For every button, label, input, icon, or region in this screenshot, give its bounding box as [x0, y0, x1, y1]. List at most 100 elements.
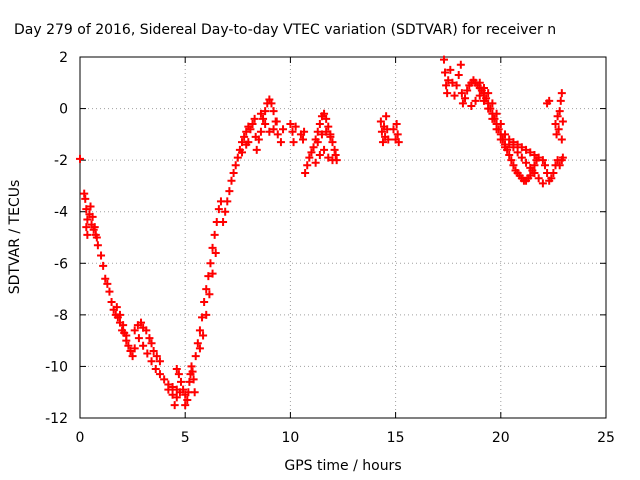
- data-point: [441, 68, 450, 77]
- data-point: [475, 91, 484, 100]
- data-point: [202, 285, 211, 294]
- data-point: [195, 326, 204, 335]
- data-point: [151, 365, 160, 374]
- data-point: [463, 86, 472, 95]
- y-tick-label: -2: [54, 153, 68, 169]
- data-point: [208, 243, 217, 252]
- data-point: [199, 331, 208, 340]
- data-point: [484, 89, 493, 98]
- data-point: [82, 223, 91, 232]
- x-tick-label: 0: [76, 430, 85, 446]
- data-point: [149, 346, 158, 355]
- data-point: [126, 346, 135, 355]
- y-tick-label: -4: [54, 205, 68, 221]
- data-point: [204, 272, 213, 281]
- data-point: [219, 218, 228, 227]
- data-point: [130, 326, 139, 335]
- data-point: [551, 120, 560, 129]
- data-point: [488, 114, 497, 123]
- data-point: [320, 109, 329, 118]
- data-point: [534, 153, 543, 162]
- data-point: [90, 223, 99, 232]
- data-point: [195, 344, 204, 353]
- data-point: [214, 205, 223, 214]
- data-point: [172, 365, 181, 374]
- data-point: [509, 161, 518, 170]
- data-point: [168, 383, 177, 392]
- data-point: [246, 125, 255, 134]
- data-point: [119, 321, 128, 330]
- data-point: [128, 352, 137, 361]
- data-point: [313, 138, 322, 147]
- chart-title: Day 279 of 2016, Sidereal Day-to-day VTE…: [14, 22, 556, 38]
- data-point: [300, 127, 309, 136]
- data-point: [303, 161, 312, 170]
- data-point: [384, 135, 393, 144]
- data-point: [189, 375, 198, 384]
- data-point: [288, 127, 297, 136]
- data-point: [137, 318, 146, 327]
- data-point: [394, 138, 403, 147]
- data-point: [513, 140, 522, 149]
- data-point: [286, 120, 295, 129]
- data-point: [448, 78, 457, 87]
- data-point: [501, 143, 510, 152]
- data-point: [552, 130, 561, 139]
- data-point: [231, 161, 240, 170]
- data-point: [181, 401, 190, 410]
- data-point: [80, 189, 89, 198]
- data-point: [185, 377, 194, 386]
- data-point: [317, 130, 326, 139]
- data-point: [530, 169, 539, 178]
- data-point: [261, 120, 270, 129]
- data-point: [517, 153, 526, 162]
- data-point: [547, 174, 556, 183]
- data-point: [93, 241, 102, 250]
- x-axis-title: GPS time / hours: [284, 458, 401, 474]
- data-point: [168, 390, 177, 399]
- data-point: [492, 109, 501, 118]
- data-point: [190, 388, 199, 397]
- data-point: [92, 233, 101, 242]
- data-point: [176, 377, 185, 386]
- data-point: [452, 81, 461, 90]
- data-point: [147, 339, 156, 348]
- data-point: [225, 187, 234, 196]
- data-point: [164, 385, 173, 394]
- gridlines: [80, 57, 606, 418]
- data-point: [558, 117, 567, 126]
- data-point: [320, 145, 329, 154]
- data-point: [188, 367, 197, 376]
- data-point: [526, 171, 535, 180]
- data-point: [534, 174, 543, 183]
- data-point: [488, 99, 497, 108]
- y-axis-title: SDTVAR / TECUs: [7, 180, 23, 295]
- axis-ticks: [79, 56, 607, 419]
- data-point: [549, 169, 558, 178]
- data-point: [147, 357, 156, 366]
- data-point: [439, 55, 448, 64]
- data-point: [223, 197, 232, 206]
- data-point: [205, 290, 214, 299]
- data-point: [328, 156, 337, 165]
- data-point: [467, 101, 476, 110]
- data-point: [557, 89, 566, 98]
- x-tick-label: 10: [281, 430, 299, 446]
- data-point: [454, 71, 463, 80]
- data-point: [313, 127, 322, 136]
- data-point: [505, 150, 514, 159]
- data-point: [443, 89, 452, 98]
- data-point: [145, 334, 154, 343]
- data-point: [389, 125, 398, 134]
- data-point: [538, 156, 547, 165]
- data-point: [496, 120, 505, 129]
- data-point: [206, 259, 215, 268]
- data-point: [475, 78, 484, 87]
- data-point: [83, 215, 92, 224]
- data-point: [299, 135, 308, 144]
- data-point: [198, 313, 207, 322]
- data-point: [252, 145, 261, 154]
- data-point: [88, 212, 97, 221]
- data-point: [139, 341, 148, 350]
- data-point: [326, 132, 335, 141]
